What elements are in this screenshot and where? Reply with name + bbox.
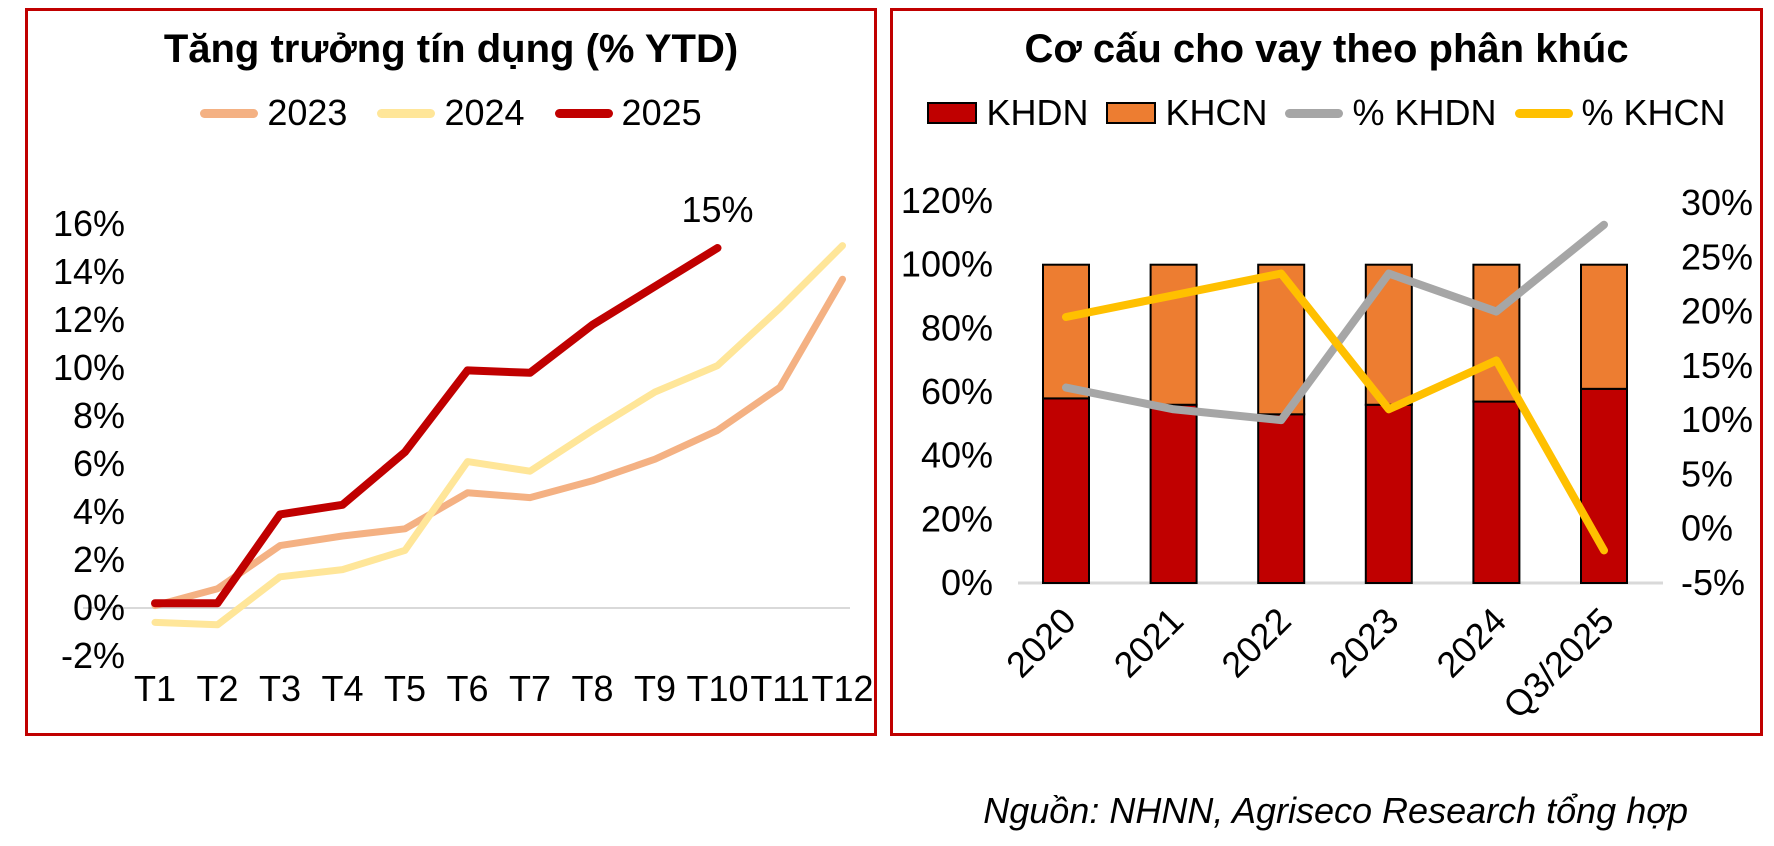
- series-line-2023: [151, 275, 846, 610]
- legend-label-KHDN: KHDN: [986, 92, 1089, 133]
- series-line-KHDN: [1062, 220, 1608, 425]
- right-chart-left-tick-0%: 0%: [941, 562, 993, 603]
- right-chart-left-tick-40%: 40%: [921, 435, 993, 476]
- bar-khcn-2021: [1149, 263, 1198, 406]
- annotation-15pct: 15%: [681, 189, 753, 230]
- right-chart-right-tick-10%: 10%: [1681, 399, 1753, 440]
- legend-label-2025: 2025: [621, 92, 702, 133]
- bar-khcn-2020: [1042, 263, 1090, 400]
- legend-swatch-pctpctKHCN: [1514, 108, 1573, 118]
- right-chart-x-tick-2024: 2024: [1428, 600, 1514, 686]
- right-chart-x-tick-Q3/2025: Q3/2025: [1495, 600, 1622, 727]
- left-chart-x-tick-T11: T11: [750, 668, 809, 709]
- credit-growth-panel: Tăng trưởng tín dụng (% YTD) 2023 2024 202…: [25, 8, 877, 736]
- right-chart-right-tick-30%: 30%: [1681, 182, 1753, 223]
- bar-khdn-2024: [1472, 400, 1521, 584]
- credit-growth-chart: 16% 14% 12% 10% 8% 6% 4% 2% 0% -2%T1 T2 T3 T4 T5 T6 T7 T…: [53, 189, 874, 709]
- right-chart-x-tick-2021: 2021: [1106, 600, 1192, 686]
- left-chart-y-tick-4%: 4%: [73, 491, 125, 532]
- left-chart-x-tick-T3: T3: [259, 668, 301, 709]
- loan-mix-legend: KHDN KHCN % KHDN % KHCN: [893, 95, 1760, 131]
- credit-growth-legend: 2023 2024 2025: [28, 95, 874, 131]
- legend-label-2023: 2023: [267, 92, 348, 133]
- right-chart-x-tick-2023: 2023: [1321, 600, 1407, 686]
- series-line-KHCN: [1062, 269, 1608, 555]
- left-chart-y-tick-14%: 14%: [53, 251, 125, 292]
- left-chart-y-tick--2%: -2%: [61, 635, 125, 676]
- left-chart-y-tick-16%: 16%: [53, 203, 125, 244]
- right-chart-right-tick-25%: 25%: [1681, 236, 1753, 277]
- right-chart-left-tick-60%: 60%: [921, 371, 993, 412]
- legend-item-pctpctKHDN: % KHDN: [1285, 92, 1497, 133]
- legend-label-pctpctKHDN: % KHDN: [1352, 92, 1497, 133]
- legend-item-pctpctKHCN: % KHCN: [1514, 92, 1726, 133]
- source-note: Nguồn: NHNN, Agriseco Research tổng hợp: [983, 790, 1688, 831]
- legend-item-KHDN: KHDN: [927, 95, 1088, 131]
- legend-swatch-KHDN: [927, 102, 978, 124]
- legend-swatch-pctpctKHDN: [1285, 108, 1344, 118]
- right-chart-x-tick-2020: 2020: [998, 600, 1084, 686]
- bar-khdn-2021: [1149, 403, 1198, 584]
- credit-growth-title: Tăng trưởng tín dụng (% YTD): [163, 27, 739, 71]
- left-chart-x-tick-T10: T10: [686, 668, 748, 709]
- left-chart-y-tick-8%: 8%: [73, 395, 125, 436]
- left-chart-x-tick-T6: T6: [446, 668, 488, 709]
- legend-swatch-2025: [554, 108, 613, 118]
- left-chart-x-tick-T8: T8: [571, 668, 613, 709]
- left-chart-x-tick-T5: T5: [384, 668, 426, 709]
- left-chart-y-tick-0%: 0%: [73, 587, 125, 628]
- loan-mix-chart: 120% 100% 80% 60% 40% 20% 0% 30% 25% 20% 15% 10% 5% 0…: [901, 180, 1753, 727]
- right-chart-right-tick--5%: -5%: [1681, 562, 1745, 603]
- left-chart-x-tick-T2: T2: [196, 668, 238, 709]
- series-line-2024: [151, 242, 846, 629]
- legend-swatch-2024: [377, 108, 436, 118]
- right-chart-left-tick-120%: 120%: [901, 180, 993, 221]
- bar-khcn-2024: [1472, 263, 1521, 403]
- left-chart-y-tick-2%: 2%: [73, 539, 125, 580]
- right-chart-left-tick-20%: 20%: [921, 498, 993, 539]
- left-chart-y-tick-12%: 12%: [53, 299, 125, 340]
- loan-mix-title: Cơ cấu cho vay theo phân khúc: [1024, 27, 1629, 71]
- legend-item-2024: 2024: [377, 92, 525, 133]
- legend-item-2025: 2025: [554, 92, 702, 133]
- bar-khdn-2022: [1257, 413, 1306, 584]
- left-chart-x-tick-T7: T7: [509, 668, 551, 709]
- legend-item-KHCN: KHCN: [1106, 95, 1267, 131]
- series-line-2025: [151, 244, 722, 608]
- loan-mix-panel: Cơ cấu cho vay theo phân khúc KHDN KHCN % …: [890, 8, 1763, 736]
- legend-label-pctpctKHCN: % KHCN: [1581, 92, 1726, 133]
- bar-khdn-2023: [1364, 403, 1413, 584]
- right-chart-left-tick-100%: 100%: [901, 244, 993, 285]
- legend-swatch-KHCN: [1106, 102, 1157, 124]
- left-chart-x-tick-T12: T12: [811, 668, 873, 709]
- right-chart-right-tick-20%: 20%: [1681, 291, 1753, 332]
- right-chart-right-tick-15%: 15%: [1681, 345, 1753, 386]
- left-chart-x-tick-T1: T1: [134, 668, 176, 709]
- right-chart-right-tick-5%: 5%: [1681, 453, 1733, 494]
- legend-label-KHCN: KHCN: [1165, 92, 1268, 133]
- legend-item-2023: 2023: [200, 95, 347, 131]
- legend-label-2024: 2024: [444, 92, 525, 133]
- bar-khcn-Q3/2025: [1580, 263, 1628, 390]
- left-chart-y-tick-10%: 10%: [53, 347, 125, 388]
- left-chart-x-tick-T4: T4: [321, 668, 363, 709]
- right-chart-right-tick-0%: 0%: [1681, 508, 1733, 549]
- bar-khdn-2020: [1042, 397, 1090, 584]
- legend-swatch-2023: [200, 108, 259, 118]
- left-chart-x-tick-T9: T9: [634, 668, 676, 709]
- right-chart-x-tick-2022: 2022: [1213, 600, 1299, 686]
- left-chart-y-tick-6%: 6%: [73, 443, 125, 484]
- right-chart-left-tick-80%: 80%: [921, 307, 993, 348]
